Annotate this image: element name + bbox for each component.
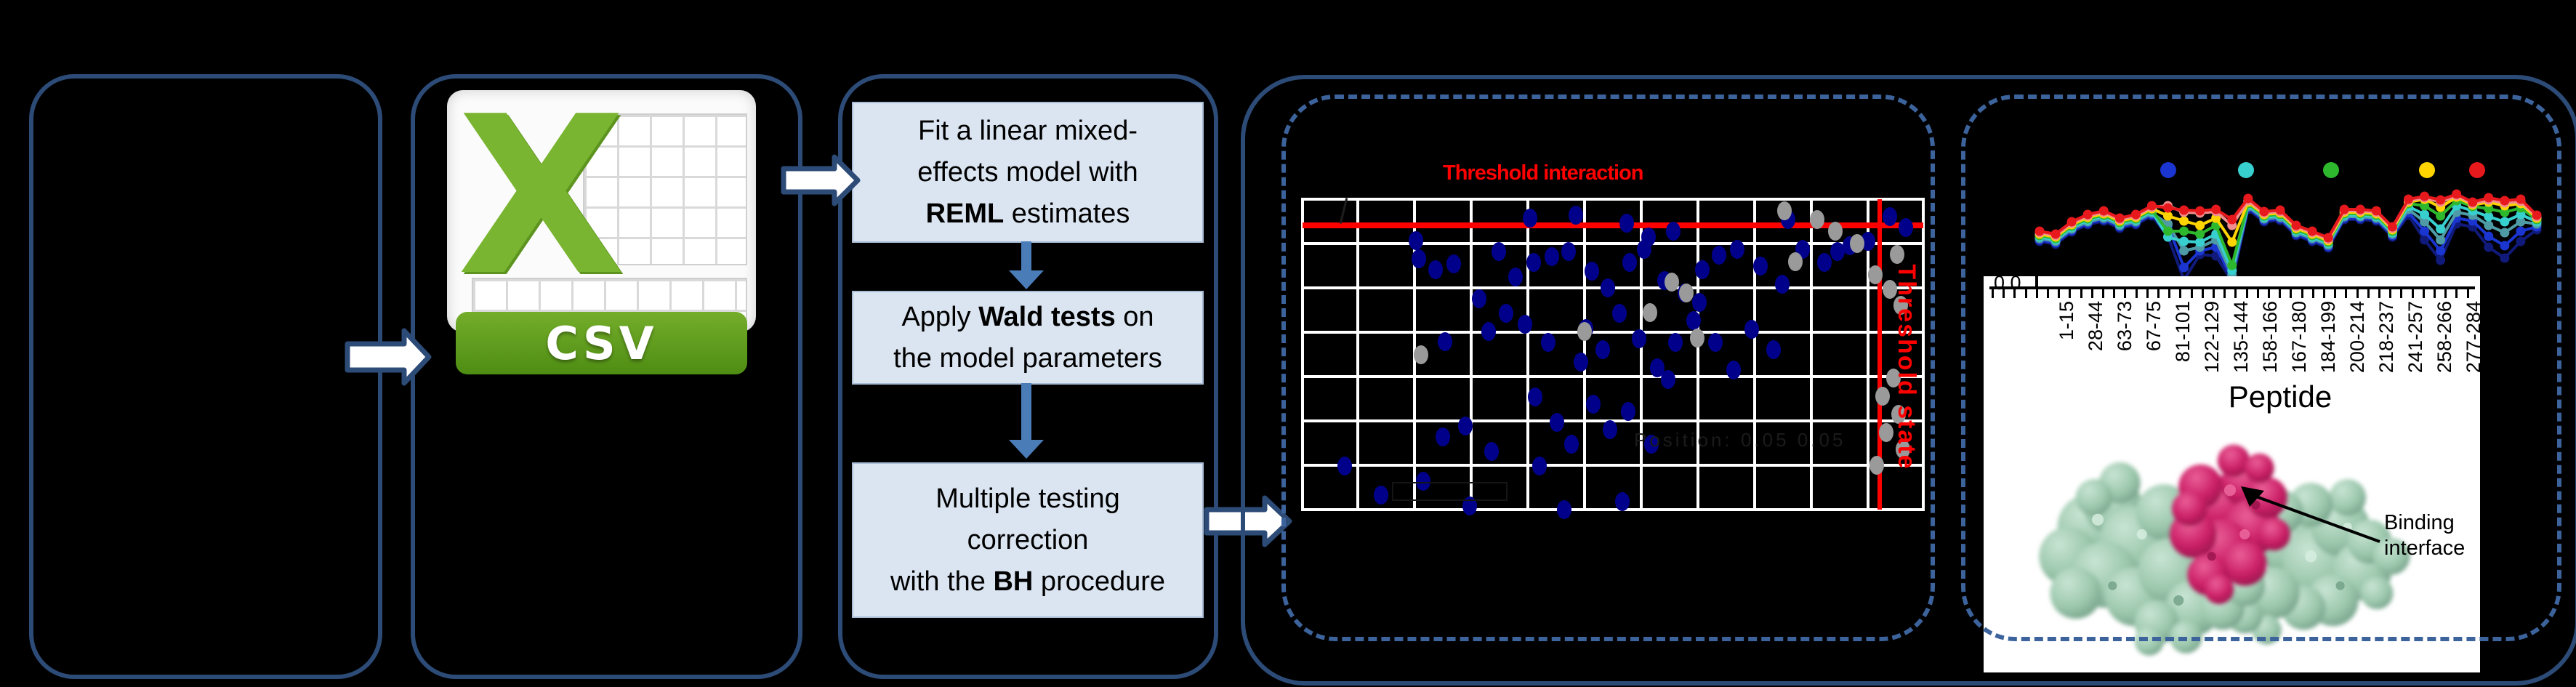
protein-structure-image (2039, 444, 2410, 656)
axis-tick (2378, 289, 2380, 298)
x-axis-line (1989, 286, 2475, 289)
flow-arrow-3 (1204, 495, 1292, 547)
axis-tick (2047, 289, 2049, 298)
axis-tick (2069, 289, 2072, 298)
pipeline-step-bh: Multiple testing correction with the BH pr… (852, 462, 1204, 618)
pipeline-step-text: with the BH procedure (890, 566, 1166, 597)
axis-tick (2345, 289, 2348, 298)
peptide-surface-magenta (2170, 444, 2290, 604)
pipeline-step-text: correction (967, 524, 1089, 555)
flow-arrow-1 (345, 328, 432, 386)
axis-tick (2058, 289, 2061, 298)
axis-tick (2179, 289, 2182, 298)
axis-tick (2279, 289, 2282, 298)
axis-tick (2190, 289, 2193, 298)
axis-tick (2256, 289, 2259, 298)
x-axis-title: Peptide (2228, 379, 2333, 414)
legend-dot-icon (2469, 162, 2485, 178)
pipeline-step-text: Apply Wald tests on (901, 301, 1154, 332)
annotation-arrowhead-icon (2241, 486, 2264, 507)
pipeline-step-text: Multiple testing (935, 483, 1120, 514)
axis-tick (2168, 289, 2171, 298)
pipeline-step-text: effects model with (917, 156, 1138, 188)
axis-tick (2444, 289, 2447, 298)
pipeline-step-text: Fit a linear mixed- (918, 115, 1138, 146)
flow-arrow-2 (781, 154, 861, 206)
binding-interface-label: Binding interface (2384, 511, 2466, 560)
axis-tick (2223, 289, 2226, 298)
axis-tick (2389, 289, 2392, 298)
csv-file-icon: X CSV (447, 70, 756, 374)
axis-tick (2245, 289, 2248, 298)
axis-tick (2455, 289, 2458, 298)
legend-dot-icon (2238, 162, 2254, 178)
legend-dot-icon (2419, 162, 2435, 178)
axis-tick (2311, 289, 2314, 298)
axis-tick (2411, 289, 2414, 298)
axis-tick (2334, 289, 2337, 298)
axis-tick (2301, 289, 2303, 298)
axis-tick (2102, 289, 2104, 298)
axis-tick (2434, 289, 2436, 298)
legend-dot-icon (2160, 162, 2176, 178)
axis-tick (2124, 289, 2127, 298)
pipeline-step-text: REML estimates (925, 198, 1130, 229)
legend-dot-icon (2323, 162, 2339, 178)
threshold-state-label: Threshold state (1893, 264, 1920, 470)
spreadsheet-grid-icon (583, 113, 747, 265)
peptide-panel: 0.0 1-15 28-44 63-73 67-75 81-101 122-129 135-… (1984, 276, 2480, 672)
y-axis-corner (2035, 276, 2038, 289)
binding-annotation (2241, 486, 2380, 543)
axis-tick (2356, 289, 2359, 298)
csv-label: CSV (545, 316, 658, 370)
axis-tick (2290, 289, 2293, 298)
axis-tick (2003, 289, 2005, 298)
csv-band: CSV (456, 312, 747, 374)
input-box (29, 74, 382, 679)
pipeline-step-wald: Apply Wald tests on the model parameters (852, 291, 1204, 385)
faint-position-note: Position: 0.05 0.05 (1634, 429, 1846, 451)
axis-tick (2234, 289, 2237, 298)
axis-tick (2146, 289, 2149, 298)
axis-tick (2201, 289, 2204, 298)
scatter-title: Threshold interaction (1443, 161, 1643, 185)
hdx-uptake-line-chart (2034, 162, 2542, 286)
annotation-line (2253, 494, 2380, 543)
axis-tick (2035, 289, 2038, 298)
axis-tick (2024, 289, 2027, 298)
step-down-arrow-1 (1009, 241, 1044, 289)
axis-tick (2090, 289, 2093, 298)
axis-tick (2323, 289, 2325, 298)
axis-tick (2400, 289, 2403, 298)
axis-tick (1992, 289, 1994, 298)
axis-tick (2157, 289, 2160, 298)
pipeline-step-text: the model parameters (893, 342, 1162, 374)
faint-legend-box (1392, 482, 1508, 501)
axis-tick (2422, 289, 2425, 298)
pipeline-step-reml: Fit a linear mixed-effects model with REM… (852, 102, 1204, 243)
axis-tick (2268, 289, 2270, 298)
axis-tick (2213, 289, 2215, 298)
y-axis-tick-label: 0.0 (1994, 276, 2021, 294)
step-down-arrow-2 (1009, 383, 1044, 459)
axis-tick (2013, 289, 2016, 298)
pipeline-box (838, 74, 1218, 679)
excel-x-icon: X (457, 70, 626, 324)
axis-tick (2135, 289, 2138, 298)
axis-tick (2113, 289, 2116, 298)
threshold-scatter-plot: Threshold state (1301, 198, 1925, 519)
protein-texture (2091, 484, 2352, 606)
axis-tick (2367, 289, 2370, 298)
axis-tick (2080, 289, 2082, 298)
axis-tick (2466, 289, 2469, 298)
